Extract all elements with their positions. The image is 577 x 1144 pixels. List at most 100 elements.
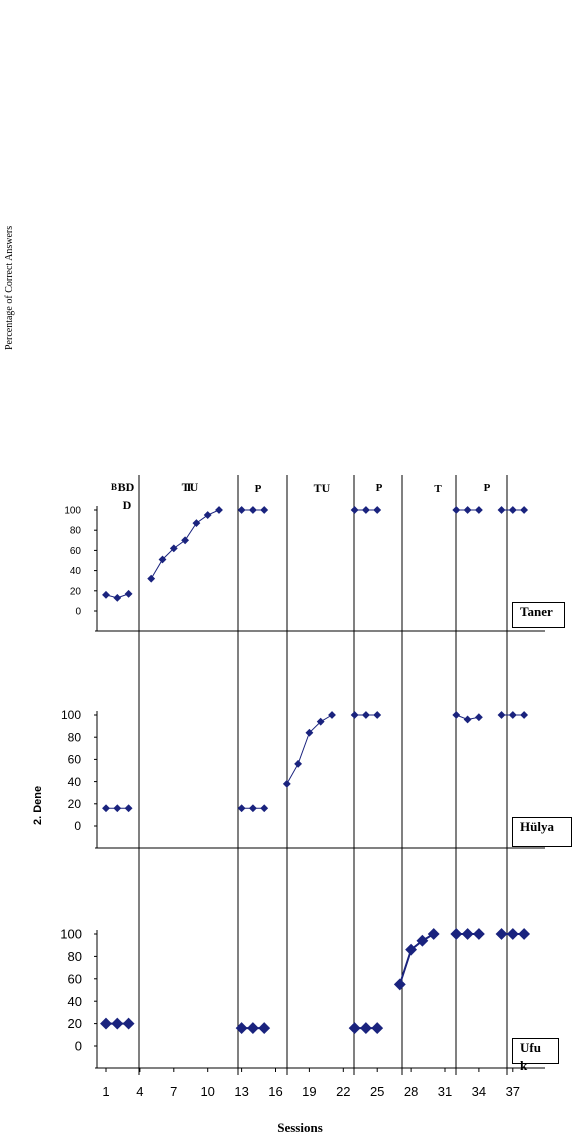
panel-0-series-0-point-1 xyxy=(113,593,122,602)
panel-0-series-2-point-0 xyxy=(237,506,246,514)
panel-0-series-1-point-0 xyxy=(147,574,156,583)
phase-label-1: BD xyxy=(118,480,135,494)
panel-2-series-3-point-1 xyxy=(405,943,418,956)
panel-1-series-0-point-2 xyxy=(124,804,133,813)
panel-1-series-2-point-4 xyxy=(328,711,336,719)
panel-1-series-2-point-2 xyxy=(305,728,314,737)
panel-1-series-5-point-2 xyxy=(520,711,529,719)
panel-2-series-5-point-1 xyxy=(506,928,519,940)
panel-1-series-3-point-0 xyxy=(350,711,359,719)
panel-1-series-1-point-0 xyxy=(237,804,246,813)
panel-2-y-tick-label-2: 60 xyxy=(68,971,82,986)
panel-2-series-1-point-1 xyxy=(246,1022,259,1035)
participant-name-ufuk: Ufuk xyxy=(520,1040,541,1073)
panel-0-series-2-point-1 xyxy=(248,506,257,514)
panel-2-series-0-point-2 xyxy=(122,1017,135,1030)
panel-0-y-tick-label-1: 80 xyxy=(70,526,82,537)
panel-0-y-tick-label-3: 40 xyxy=(70,566,82,577)
panel-0-series-0-point-2 xyxy=(124,589,133,598)
x-tick-label-1: 4 xyxy=(136,1084,143,1099)
phase-label-4: P xyxy=(255,483,262,495)
panel-2-y-tick-label-0: 100 xyxy=(60,927,82,942)
panel-2-series-3-point-0 xyxy=(393,978,406,991)
panel-0-series-4-point-0 xyxy=(452,506,461,514)
panel-1-series-2-point-0 xyxy=(282,779,291,788)
phase-label-5: TU xyxy=(182,480,199,494)
panel-2-series-3-point-2 xyxy=(416,934,429,947)
panel-1-series-4-point-0 xyxy=(452,711,461,719)
panel-0-series-1-point-2 xyxy=(169,544,178,553)
phase-label-3: TU xyxy=(314,481,331,495)
panel-1-series-1-point-1 xyxy=(248,804,257,813)
panel-1-series-0-point-0 xyxy=(102,804,110,813)
phase-label-bd-second: D xyxy=(123,498,132,512)
panel-2-series-0-point-0 xyxy=(100,1017,112,1030)
phase-label-2: T xyxy=(185,480,193,494)
x-tick-label-8: 25 xyxy=(370,1084,384,1099)
panel-1-series-5-point-0 xyxy=(497,711,506,719)
panel-1-series-5-point-1 xyxy=(508,711,517,719)
panel-1-series-2-point-1 xyxy=(294,759,303,768)
panel-0-series-2-point-2 xyxy=(260,506,269,514)
panel-2-series-2-point-1 xyxy=(359,1022,372,1035)
phase-label-8: P xyxy=(484,482,491,494)
panel-1-y-tick-label-0: 100 xyxy=(61,708,81,722)
panel-2-y-tick-label-4: 20 xyxy=(68,1016,82,1031)
x-tick-label-2: 7 xyxy=(170,1084,177,1099)
x-tick-label-10: 31 xyxy=(438,1084,452,1099)
panel-1-y-tick-label-5: 0 xyxy=(74,819,81,833)
participant-name-hulya: Hülya xyxy=(520,819,554,834)
y-axis-label: Percentage of Correct Answers xyxy=(4,225,15,350)
x-tick-label-5: 16 xyxy=(268,1084,282,1099)
phase-label-0: B xyxy=(111,482,117,492)
panel-0-series-5-point-0 xyxy=(497,506,506,514)
panel-1-series-4-point-1 xyxy=(463,715,472,724)
y-axis-label-inner: 2. Dene xyxy=(32,785,44,825)
panel-1-series-4-point-2 xyxy=(474,713,483,722)
x-tick-label-3: 10 xyxy=(200,1084,214,1099)
panel-2-series-3-point-3 xyxy=(427,928,440,940)
panel-1-series-3-point-2 xyxy=(373,711,382,719)
panel-0-y-tick-label-0: 100 xyxy=(64,506,81,517)
x-tick-label-6: 19 xyxy=(302,1084,316,1099)
panel-0-series-4-point-1 xyxy=(463,506,472,514)
panel-0-series-1-line xyxy=(150,509,220,579)
panel-1-series-2-line xyxy=(286,714,333,785)
panel-0-series-1-point-6 xyxy=(215,506,223,514)
panel-2-y-tick-label-5: 0 xyxy=(75,1039,82,1054)
x-tick-label-11: 34 xyxy=(472,1084,486,1099)
panel-2-series-2-point-0 xyxy=(348,1022,361,1035)
phase-label-7: T xyxy=(434,483,442,495)
panel-0-series-1-point-4 xyxy=(192,519,201,528)
panel-1-series-2-point-3 xyxy=(316,717,325,726)
panel-1-y-tick-label-3: 40 xyxy=(68,775,82,789)
x-tick-label-12: 37 xyxy=(506,1084,520,1099)
participant-label-taner: Taner xyxy=(512,602,565,628)
participant-label-hulya: Hülya xyxy=(512,817,572,847)
panel-2-series-1-point-0 xyxy=(235,1022,248,1035)
panel-0-y-tick-label-2: 60 xyxy=(70,546,82,557)
x-tick-label-0: 1 xyxy=(102,1084,109,1099)
panel-2-y-tick-label-1: 80 xyxy=(68,949,82,964)
panel-1-series-1-point-2 xyxy=(260,804,269,813)
panel-2-series-3-line xyxy=(398,933,435,985)
panel-0-series-5-point-1 xyxy=(508,506,517,514)
panel-0-y-tick-label-4: 20 xyxy=(70,586,82,597)
panel-1-series-0-point-1 xyxy=(113,804,122,813)
x-tick-label-4: 13 xyxy=(234,1084,248,1099)
x-axis-label: Sessions xyxy=(277,1120,323,1135)
panel-2-series-4-point-2 xyxy=(472,928,485,940)
panel-2-series-0-point-1 xyxy=(111,1017,124,1030)
panel-1-y-tick-label-1: 80 xyxy=(68,730,82,744)
panel-0-series-3-point-1 xyxy=(361,506,370,514)
panel-0-series-1-point-5 xyxy=(203,511,212,519)
panel-0-series-1-point-1 xyxy=(158,555,167,564)
participant-label-ufuk: Ufuk xyxy=(512,1038,559,1073)
panel-0-series-1-point-3 xyxy=(181,536,190,545)
panel-2-y-tick-label-3: 40 xyxy=(68,994,82,1009)
panel-0-series-3-point-0 xyxy=(350,506,359,514)
panel-0-series-3-point-2 xyxy=(373,506,382,514)
panel-2-series-5-point-2 xyxy=(518,928,531,940)
phase-label-6: P xyxy=(376,482,383,494)
